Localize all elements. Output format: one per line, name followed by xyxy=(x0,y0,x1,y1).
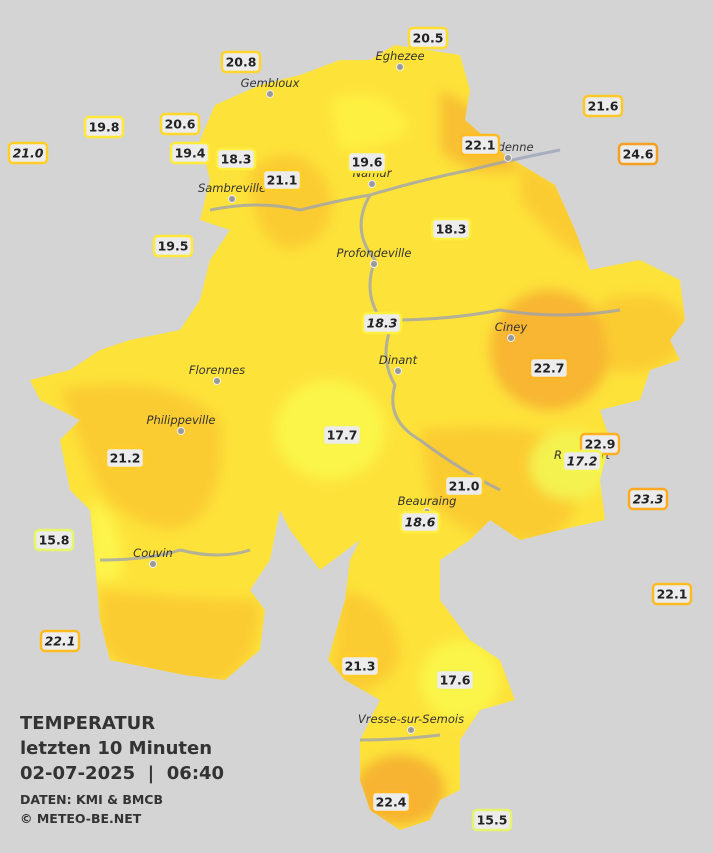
station-box xyxy=(471,808,513,832)
station-box xyxy=(407,26,449,50)
station-box xyxy=(346,150,388,174)
city-label: Dinant xyxy=(379,353,418,367)
station-value: 19.5 xyxy=(158,239,189,254)
station-value: 21.6 xyxy=(588,99,619,114)
station-box xyxy=(7,141,49,165)
station-box xyxy=(651,582,693,606)
credit: © METEO-BE.NET xyxy=(20,811,142,826)
station-box xyxy=(459,133,501,157)
city-label: Florennes xyxy=(189,363,245,377)
station-box xyxy=(561,449,603,473)
station-box xyxy=(321,423,363,447)
city-dot xyxy=(370,260,378,268)
city-dot xyxy=(266,90,274,98)
city-dot xyxy=(394,367,402,375)
station-value: 21.3 xyxy=(345,659,376,674)
station-box xyxy=(339,654,381,678)
station-value: 24.6 xyxy=(623,147,654,162)
station-value: 22.1 xyxy=(657,587,688,602)
city-dot xyxy=(407,726,415,734)
station-box xyxy=(39,629,81,653)
station-box xyxy=(627,487,669,511)
station-box xyxy=(582,94,624,118)
station-value: 19.4 xyxy=(175,146,206,161)
city-dot xyxy=(396,63,404,71)
source: DATEN: KMI & BMCB xyxy=(20,792,163,807)
station-box xyxy=(169,141,211,165)
city-dot xyxy=(149,560,157,568)
station-box xyxy=(430,217,472,241)
station-value: 17.6 xyxy=(440,673,471,688)
station-value: 18.3 xyxy=(367,316,398,331)
city-label: Beauraing xyxy=(398,494,457,508)
station-value: 19.6 xyxy=(352,155,383,170)
city-dot xyxy=(177,427,185,435)
station-value: 20.6 xyxy=(165,117,196,132)
subtitle: letzten 10 Minuten xyxy=(20,738,212,759)
station-box xyxy=(528,356,570,380)
station-value: 15.5 xyxy=(477,813,508,828)
station-value: 22.1 xyxy=(45,634,76,649)
station-value: 18.3 xyxy=(221,152,252,167)
city-dot xyxy=(213,377,221,385)
station-value: 22.7 xyxy=(534,361,565,376)
station-box xyxy=(159,112,201,136)
city-label: Sambreville xyxy=(198,181,266,195)
city-label: Profondeville xyxy=(337,246,412,260)
station-value: 15.8 xyxy=(39,533,70,548)
station-box xyxy=(370,790,412,814)
station-value: 21.2 xyxy=(110,451,141,466)
station-value: 22.9 xyxy=(585,437,616,452)
city-label: Vresse-sur-Semois xyxy=(358,712,464,726)
station-box xyxy=(152,234,194,258)
city-label: Couvin xyxy=(133,546,173,560)
datetime: 02-07-2025 | 06:40 xyxy=(20,763,224,784)
station-value: 23.3 xyxy=(633,492,664,507)
station-box xyxy=(83,115,125,139)
station-box xyxy=(443,474,485,498)
rivers xyxy=(99,148,621,742)
city-dot xyxy=(507,334,515,342)
title: TEMPERATUR xyxy=(20,713,155,734)
city-label: Eghezee xyxy=(375,49,424,63)
station-box xyxy=(215,147,257,171)
city-dot xyxy=(504,154,512,162)
station-value: 21.1 xyxy=(267,173,298,188)
station-box xyxy=(33,528,75,552)
station-value: 17.2 xyxy=(567,454,598,469)
station-box xyxy=(220,50,262,74)
city-dot xyxy=(368,180,376,188)
city-label: Philippeville xyxy=(147,413,216,427)
station-value: 20.5 xyxy=(413,31,444,46)
station-box xyxy=(261,168,303,192)
station-box xyxy=(617,142,659,166)
city-dot xyxy=(228,195,236,203)
station-value: 17.7 xyxy=(327,428,358,443)
city-label: Gembloux xyxy=(241,76,300,90)
station-value: 21.0 xyxy=(13,146,44,161)
station-value: 20.8 xyxy=(226,55,257,70)
station-box xyxy=(399,510,441,534)
stations: 20.5 20.8 19.8 20.6 21.0 19.4 18.3 21.1 19.6 22.1… xyxy=(7,26,693,832)
station-value: 18.6 xyxy=(405,515,436,530)
city-label: Ciney xyxy=(495,320,528,334)
station-box xyxy=(361,311,403,335)
station-box xyxy=(104,446,146,470)
station-value: 22.1 xyxy=(465,138,496,153)
station-box xyxy=(434,668,476,692)
station-value: 21.0 xyxy=(449,479,480,494)
station-value: 18.3 xyxy=(436,222,467,237)
station-value: 22.4 xyxy=(376,795,407,810)
station-value: 19.8 xyxy=(89,120,120,135)
